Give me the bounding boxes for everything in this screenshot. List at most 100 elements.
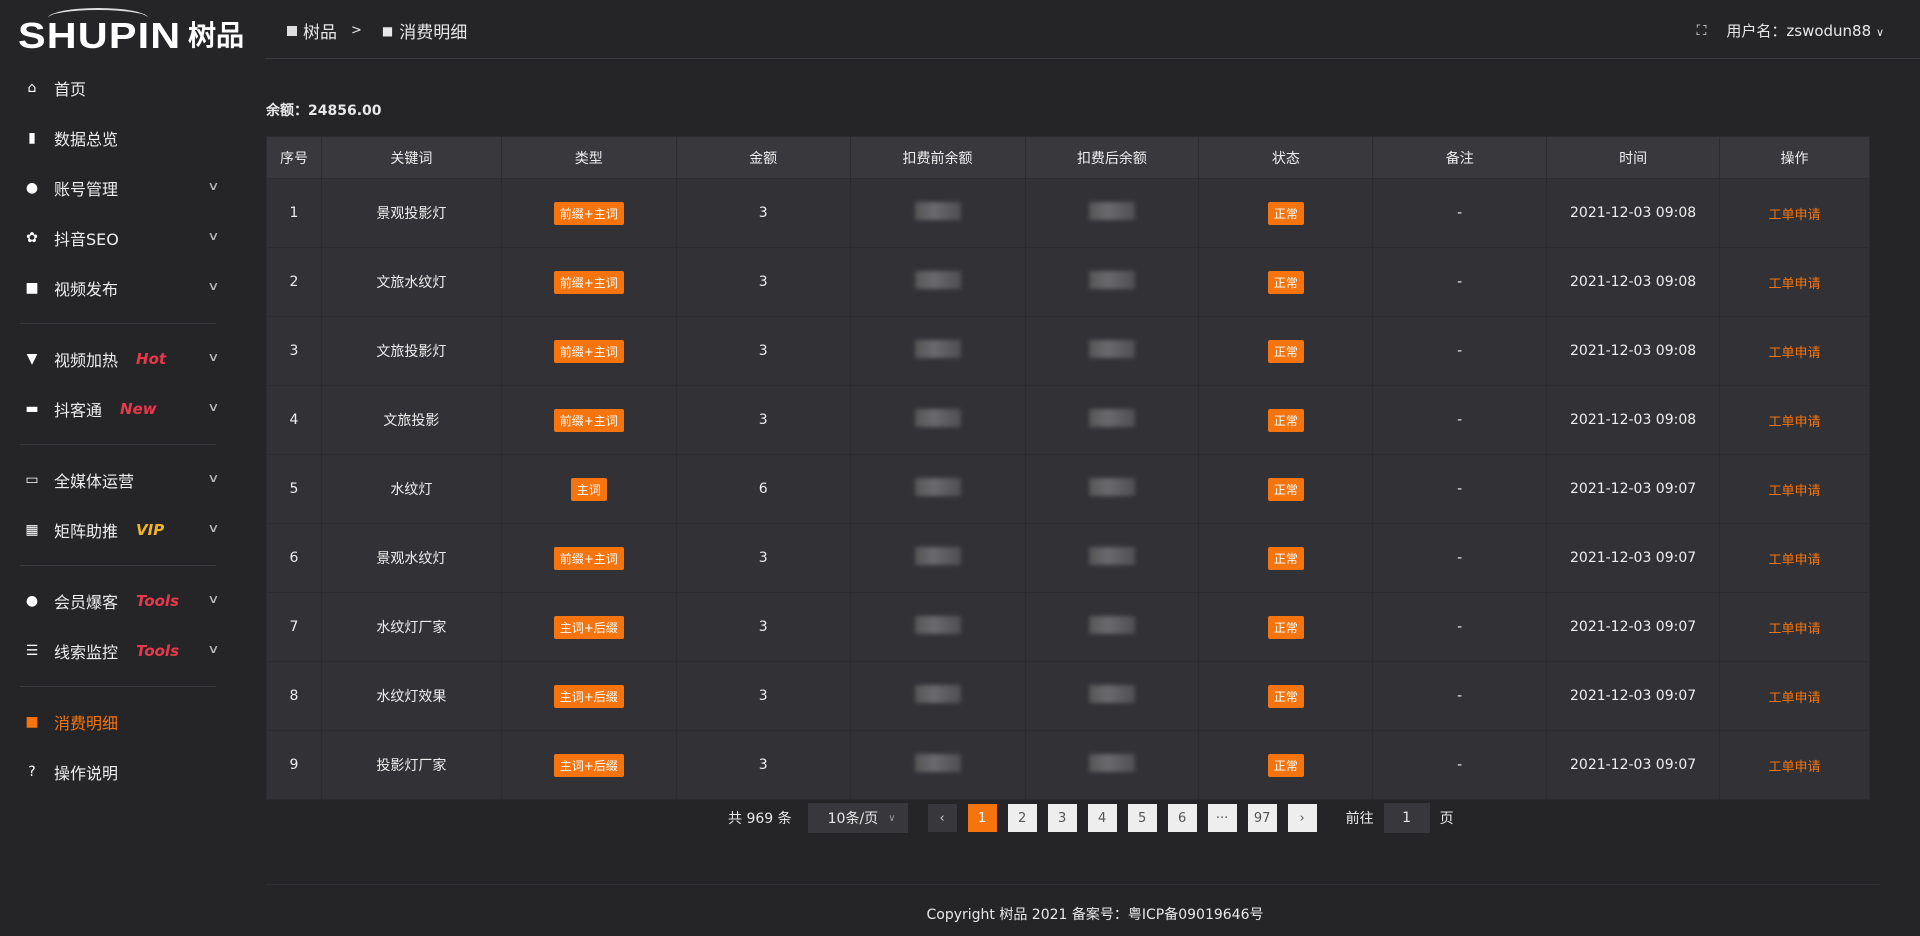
status-badge: 正常 — [1267, 753, 1304, 777]
sidebar-item-2[interactable]: ● 账号管理 ∨ — [0, 163, 240, 213]
sidebar-item-10[interactable]: ☰ 线索监控 Tools ∨ — [0, 626, 240, 676]
ticket-apply-link[interactable]: 工单申请 — [1768, 552, 1821, 568]
page-button[interactable]: ··· — [1207, 804, 1237, 832]
sidebar-item-6[interactable]: ▬ 抖客通 New ∨ — [0, 384, 240, 434]
table-cell: 6 — [675, 454, 851, 524]
table-cell — [1024, 316, 1200, 386]
table-cell: 2021-12-03 09:08 — [1546, 247, 1721, 317]
table-cell: 3 — [266, 316, 322, 386]
total-count: 共 969 条 — [728, 811, 792, 827]
sidebar-item-8[interactable]: ▦ 矩阵助推 VIP ∨ — [0, 505, 240, 555]
chevron-down-icon: ∨ — [207, 400, 220, 414]
table-cell: 前缀+主词 — [500, 316, 677, 386]
table-cell: 工单申请 — [1719, 730, 1870, 800]
blurred-balance — [914, 685, 961, 703]
breadcrumb-current: 消费明细 — [399, 23, 468, 43]
table-cell: - — [1372, 316, 1548, 386]
table-cell: - — [1372, 592, 1548, 662]
chevron-down-icon: ∨ — [207, 279, 220, 293]
gear-icon: ✿ — [26, 230, 38, 246]
column-header: 操作 — [1719, 136, 1870, 179]
sidebar-badge: Tools — [136, 592, 179, 610]
status-badge: 正常 — [1267, 477, 1304, 501]
grid-icon: ▦ — [25, 522, 39, 538]
sidebar-item-3[interactable]: ✿ 抖音SEO ∨ — [0, 213, 240, 263]
sidebar-item-11[interactable]: ■ 消费明细 — [0, 697, 240, 747]
page-button[interactable]: 6 — [1167, 804, 1197, 832]
table-row: 6 景观水纹灯 前缀+主词 3 正常 -2021-12-03 09:07 工单申请 — [266, 523, 1870, 593]
page-button[interactable]: 3 — [1047, 804, 1077, 832]
status-badge: 正常 — [1267, 684, 1304, 708]
table-cell: 3 — [675, 592, 851, 662]
user-menu[interactable]: 用户名：zswodun88 ∨ — [1726, 20, 1884, 41]
table-cell: 正常 — [1198, 661, 1374, 731]
page-button[interactable]: 97 — [1247, 804, 1277, 832]
ticket-apply-link[interactable]: 工单申请 — [1768, 345, 1821, 361]
table-cell: 6 — [266, 523, 322, 593]
next-page-button[interactable]: › — [1287, 804, 1317, 832]
fullscreen-icon[interactable]: ⛶ — [1696, 22, 1707, 39]
table-cell: 3 — [675, 316, 851, 386]
sidebar-item-4[interactable]: ■ 视频发布 ∨ — [0, 263, 240, 313]
sidebar-item-1[interactable]: ▮ 数据总览 — [0, 113, 240, 163]
ticket-apply-link[interactable]: 工单申请 — [1768, 483, 1821, 499]
sidebar-divider — [20, 444, 216, 445]
ticket-apply-link[interactable]: 工单申请 — [1768, 276, 1821, 292]
table-cell: 工单申请 — [1719, 661, 1870, 731]
table-cell: 7 — [266, 592, 322, 662]
sidebar-item-0[interactable]: ⌂ 首页 — [0, 63, 240, 113]
status-badge: 正常 — [1267, 546, 1304, 570]
table-row: 7 水纹灯厂家 主词+后缀 3 正常 -2021-12-03 09:07 工单申请 — [266, 592, 1870, 662]
sidebar-item-label: 首页 — [54, 80, 87, 99]
table-cell: 正常 — [1198, 385, 1374, 455]
ticket-apply-link[interactable]: 工单申请 — [1768, 759, 1821, 775]
sidebar-divider — [20, 565, 216, 566]
sidebar-item-9[interactable]: ● 会员爆客 Tools ∨ — [0, 576, 240, 626]
column-header: 扣费后余额 — [1024, 136, 1200, 179]
blurred-balance — [1088, 340, 1135, 358]
table-cell: 水纹灯厂家 — [320, 592, 502, 662]
page-button[interactable]: 4 — [1087, 804, 1117, 832]
breadcrumb: 树品 > ■ 消费明细 — [287, 18, 467, 43]
page-size-select[interactable]: 10条/页 ∨ — [807, 803, 908, 833]
blurred-balance — [914, 754, 961, 772]
goto-page-input[interactable]: 1 — [1383, 803, 1430, 833]
page-button[interactable]: 5 — [1127, 804, 1157, 832]
page-button[interactable]: 2 — [1007, 804, 1037, 832]
table-cell: 5 — [266, 454, 322, 524]
sidebar-item-7[interactable]: ▭ 全媒体运营 ∨ — [0, 455, 240, 505]
ticket-apply-link[interactable]: 工单申请 — [1768, 690, 1821, 706]
table-cell: 工单申请 — [1719, 454, 1870, 524]
page-button[interactable]: 1 — [967, 804, 997, 832]
sidebar-item-label: 视频发布 — [54, 280, 119, 299]
table-cell: 文旅投影 — [320, 385, 502, 455]
sidebar-item-5[interactable]: ▼ 视频加热 Hot ∨ — [0, 334, 240, 384]
table-cell — [849, 247, 1026, 317]
type-tag: 前缀+主词 — [553, 546, 624, 570]
column-header: 序号 — [266, 136, 322, 179]
table-cell: 文旅投影灯 — [320, 316, 502, 386]
table-row: 8 水纹灯效果 主词+后缀 3 正常 -2021-12-03 09:07 工单申请 — [266, 661, 1870, 731]
table-cell: - — [1372, 385, 1548, 455]
logo-arc — [48, 8, 148, 28]
table-cell — [1024, 592, 1200, 662]
user-icon: ● — [25, 593, 39, 609]
table-cell — [1024, 454, 1200, 524]
blurred-balance — [1088, 616, 1135, 634]
flag-icon: ▼ — [26, 351, 38, 367]
ticket-apply-link[interactable]: 工单申请 — [1768, 621, 1821, 637]
sidebar-item-12[interactable]: ? 操作说明 — [0, 747, 240, 797]
type-tag: 主词+后缀 — [553, 753, 624, 777]
table-cell: 工单申请 — [1719, 523, 1870, 593]
prev-page-button[interactable]: ‹ — [927, 804, 957, 832]
table-cell: 工单申请 — [1719, 316, 1870, 386]
type-tag: 主词+后缀 — [553, 684, 624, 708]
table-cell: 正常 — [1198, 592, 1374, 662]
ticket-apply-link[interactable]: 工单申请 — [1768, 414, 1821, 430]
breadcrumb-home[interactable]: 树品 — [303, 23, 337, 43]
logo[interactable]: SHUPIN 树品 — [18, 8, 244, 54]
blurred-balance — [1088, 409, 1135, 427]
table-cell: 主词+后缀 — [500, 730, 677, 800]
monitor-icon: ▭ — [25, 472, 39, 488]
ticket-apply-link[interactable]: 工单申请 — [1768, 207, 1821, 223]
